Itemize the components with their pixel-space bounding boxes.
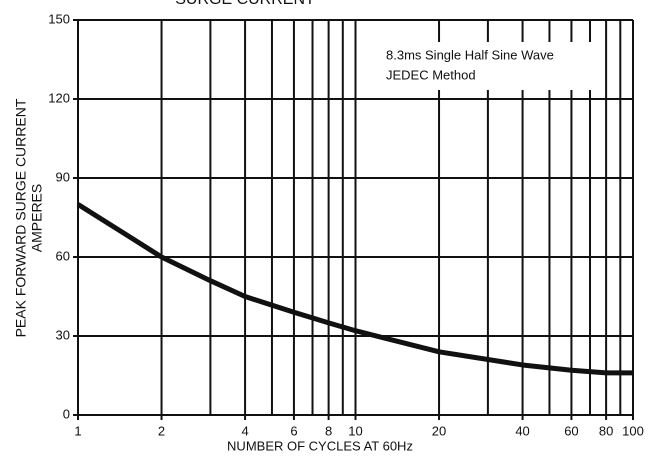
annotation-box (380, 42, 602, 90)
y-tick-label: 60 (56, 248, 70, 263)
x-tick-label: 20 (432, 423, 446, 438)
y-tick-label: 150 (48, 11, 70, 26)
x-tick-label: 1 (74, 423, 81, 438)
y-tick-label: 30 (56, 327, 70, 342)
x-tick-label: 80 (599, 423, 613, 438)
annotation: JEDEC Method (386, 67, 476, 82)
y-tick-label: 0 (63, 406, 70, 421)
y-tick-label: 120 (48, 90, 70, 105)
x-tick-label: 8 (325, 423, 332, 438)
x-tick-label: 40 (515, 423, 529, 438)
x-tick-label: 2 (158, 423, 165, 438)
x-axis-label: NUMBER OF CYCLES AT 60Hz (227, 438, 413, 453)
y-tick-label: 90 (56, 169, 70, 184)
x-tick-label: 60 (564, 423, 578, 438)
annotation: 8.3ms Single Half Sine Wave (386, 47, 554, 62)
y-axis-label: AMPERES (29, 184, 45, 252)
chart-title: SURGE CURRENT (175, 0, 315, 8)
x-tick-label: 6 (290, 423, 297, 438)
x-tick-label: 10 (348, 423, 362, 438)
x-tick-label: 4 (241, 423, 248, 438)
y-axis-label: PEAK FORWARD SURGE CURRENT (13, 98, 29, 337)
data-line (76, 202, 633, 376)
x-tick-label: 100 (622, 423, 644, 438)
